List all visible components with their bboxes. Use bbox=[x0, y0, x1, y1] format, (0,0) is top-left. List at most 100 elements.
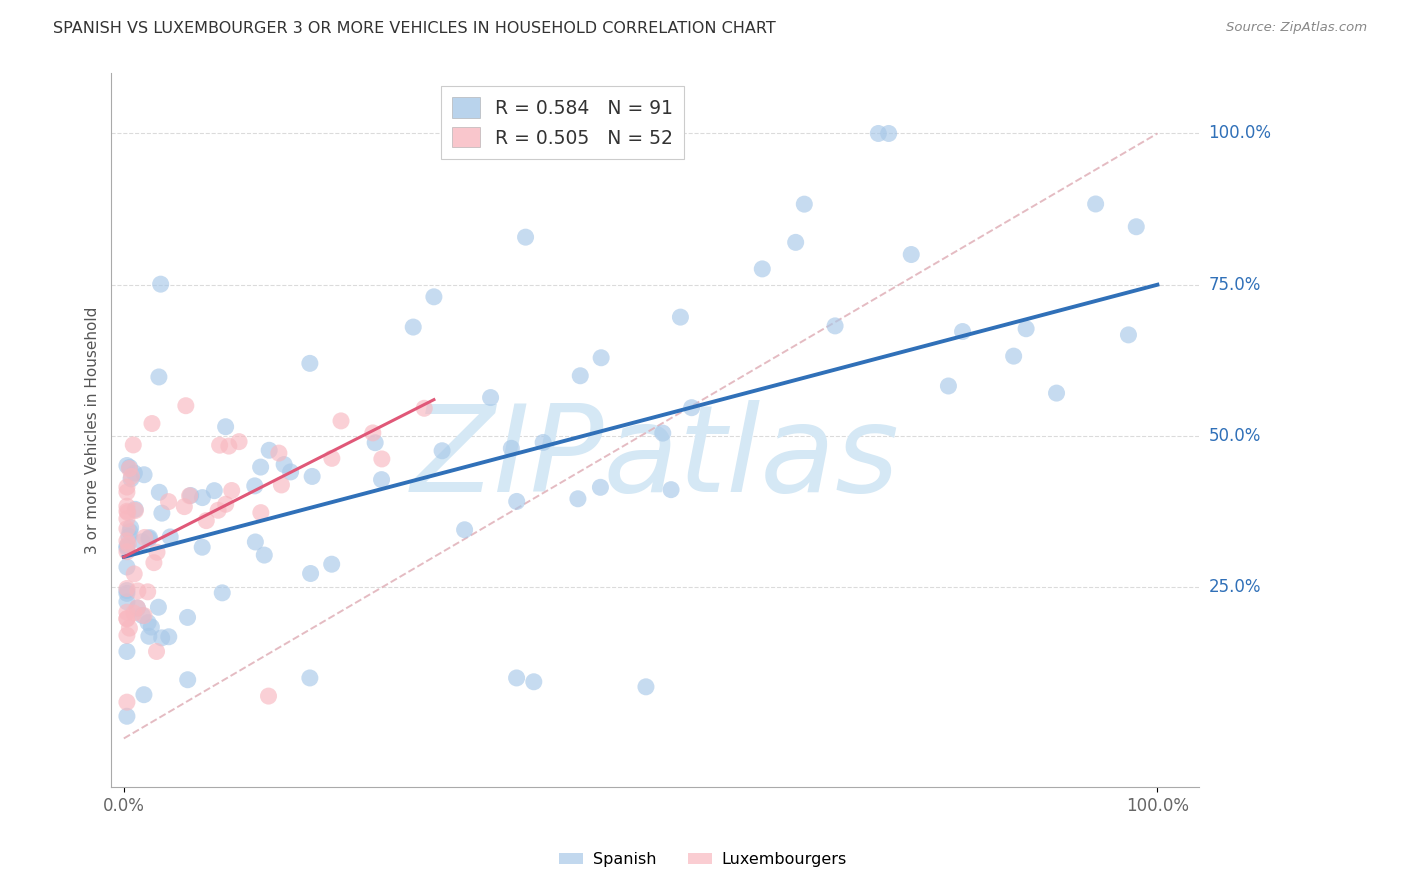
Point bbox=[215, 497, 238, 511]
Text: SPANISH VS LUXEMBOURGER 3 OR MORE VEHICLES IN HOUSEHOLD CORRELATION CHART: SPANISH VS LUXEMBOURGER 3 OR MORE VEHICL… bbox=[53, 21, 776, 37]
Point bbox=[207, 503, 229, 517]
Point bbox=[124, 503, 146, 517]
Point bbox=[195, 514, 218, 528]
Point bbox=[115, 560, 138, 574]
Point bbox=[115, 695, 138, 709]
Point bbox=[952, 325, 974, 339]
Point bbox=[115, 539, 138, 553]
Point bbox=[505, 671, 527, 685]
Point bbox=[149, 277, 172, 292]
Point bbox=[115, 586, 138, 600]
Point bbox=[591, 351, 613, 365]
Point bbox=[174, 399, 197, 413]
Point bbox=[900, 247, 922, 261]
Point bbox=[115, 644, 138, 658]
Point bbox=[567, 491, 589, 506]
Legend: R = 0.584   N = 91, R = 0.505   N = 52: R = 0.584 N = 91, R = 0.505 N = 52 bbox=[441, 86, 685, 159]
Point bbox=[141, 620, 163, 634]
Point bbox=[115, 500, 138, 514]
Point bbox=[301, 469, 323, 483]
Point bbox=[267, 446, 290, 460]
Point bbox=[145, 644, 167, 658]
Point bbox=[569, 368, 592, 383]
Point bbox=[138, 532, 160, 546]
Point bbox=[148, 485, 170, 500]
Point bbox=[211, 586, 233, 600]
Point bbox=[453, 523, 475, 537]
Point bbox=[115, 545, 138, 559]
Point bbox=[589, 480, 612, 494]
Point bbox=[208, 438, 231, 452]
Point bbox=[1125, 219, 1147, 234]
Point bbox=[120, 472, 142, 486]
Point bbox=[138, 531, 160, 545]
Point bbox=[330, 414, 353, 428]
Point bbox=[257, 443, 280, 458]
Point bbox=[364, 435, 387, 450]
Point bbox=[191, 540, 214, 554]
Point bbox=[793, 197, 815, 211]
Point bbox=[505, 494, 527, 508]
Point bbox=[298, 356, 321, 370]
Point bbox=[115, 485, 138, 500]
Point bbox=[150, 506, 173, 520]
Point bbox=[138, 629, 160, 643]
Point bbox=[868, 127, 890, 141]
Point bbox=[877, 127, 900, 141]
Point bbox=[1002, 349, 1025, 363]
Point bbox=[938, 379, 960, 393]
Point bbox=[202, 483, 225, 498]
Point bbox=[176, 610, 198, 624]
Point bbox=[361, 425, 384, 440]
Point bbox=[122, 606, 145, 620]
Point bbox=[115, 458, 138, 473]
Point bbox=[298, 671, 321, 685]
Point bbox=[191, 491, 214, 505]
Text: 100.0%: 100.0% bbox=[1209, 125, 1271, 143]
Point bbox=[132, 688, 155, 702]
Point bbox=[115, 583, 138, 598]
Point bbox=[515, 230, 537, 244]
Point bbox=[124, 466, 146, 480]
Point bbox=[120, 469, 142, 483]
Point bbox=[651, 426, 673, 441]
Point bbox=[785, 235, 807, 250]
Point bbox=[1084, 197, 1107, 211]
Point bbox=[681, 401, 703, 415]
Text: 25.0%: 25.0% bbox=[1209, 578, 1261, 596]
Point bbox=[118, 529, 141, 543]
Point bbox=[115, 541, 138, 555]
Point bbox=[124, 502, 146, 516]
Point bbox=[159, 530, 181, 544]
Text: Source: ZipAtlas.com: Source: ZipAtlas.com bbox=[1226, 21, 1367, 35]
Point bbox=[127, 601, 149, 615]
Point bbox=[115, 611, 138, 625]
Point bbox=[115, 522, 138, 536]
Point bbox=[115, 709, 138, 723]
Point bbox=[157, 630, 180, 644]
Point bbox=[117, 537, 139, 551]
Text: 75.0%: 75.0% bbox=[1209, 276, 1261, 293]
Point bbox=[120, 521, 142, 535]
Point bbox=[479, 391, 502, 405]
Point bbox=[751, 261, 773, 276]
Point bbox=[115, 612, 138, 626]
Point bbox=[370, 473, 392, 487]
Point bbox=[115, 582, 138, 596]
Point bbox=[117, 506, 139, 520]
Point bbox=[371, 452, 394, 467]
Point bbox=[280, 465, 302, 479]
Point bbox=[115, 605, 138, 619]
Point bbox=[146, 545, 169, 559]
Point bbox=[131, 608, 153, 623]
Point bbox=[115, 504, 138, 518]
Point bbox=[115, 533, 138, 548]
Point bbox=[824, 318, 846, 333]
Point bbox=[176, 673, 198, 687]
Point bbox=[430, 443, 453, 458]
Point bbox=[669, 310, 692, 325]
Point bbox=[1045, 386, 1067, 401]
Point bbox=[134, 531, 156, 545]
Point bbox=[157, 494, 180, 508]
Point bbox=[273, 458, 295, 472]
